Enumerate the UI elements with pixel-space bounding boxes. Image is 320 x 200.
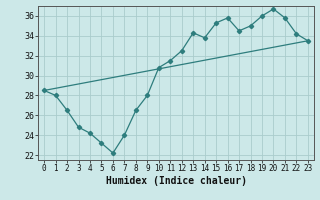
X-axis label: Humidex (Indice chaleur): Humidex (Indice chaleur) xyxy=(106,176,246,186)
